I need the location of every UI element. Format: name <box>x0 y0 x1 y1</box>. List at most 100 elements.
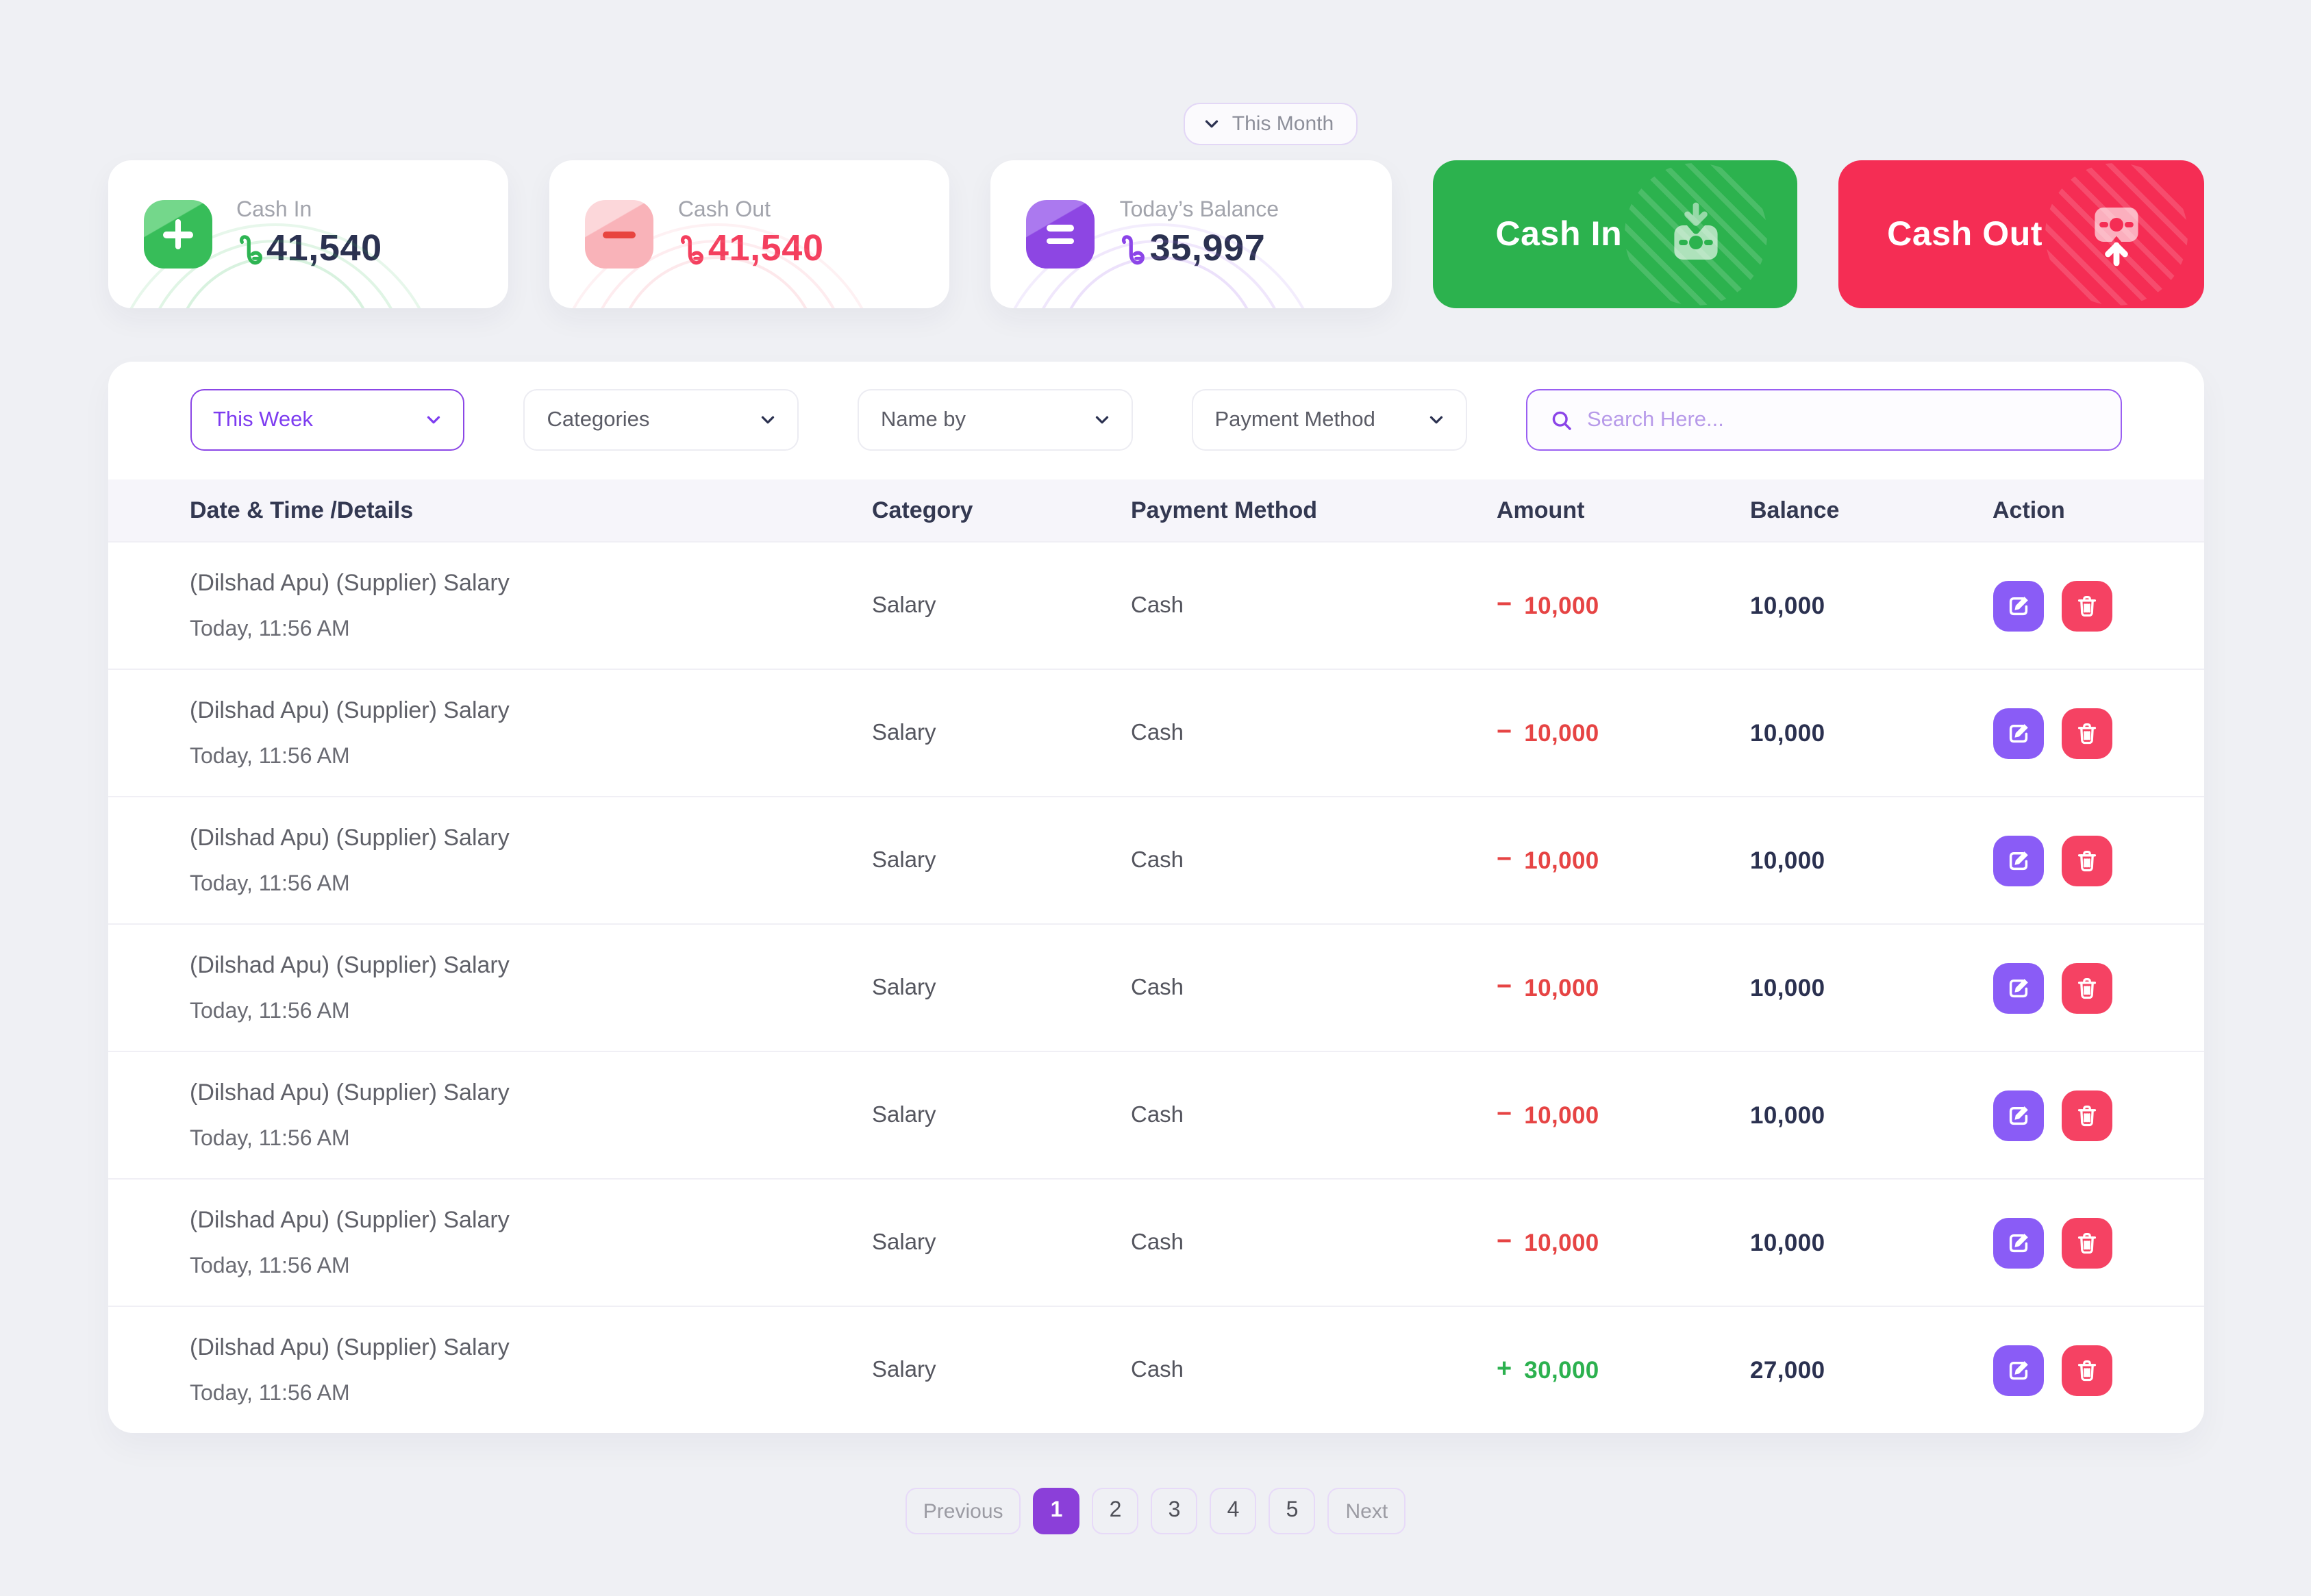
transaction-amount: −10,000 <box>1497 845 1599 874</box>
pencil-square-icon <box>2003 846 2032 875</box>
trash-icon <box>2072 846 2101 875</box>
header-category: Category <box>872 497 973 523</box>
transaction-payment: Cash <box>1131 975 1184 999</box>
cash-in-button[interactable]: Cash In <box>1432 160 1798 308</box>
pagination-previous[interactable]: Previous <box>905 1488 1021 1534</box>
transaction-amount: −10,000 <box>1497 718 1599 747</box>
transaction-balance: 27,000 <box>1750 1356 1825 1383</box>
pagination-next[interactable]: Next <box>1327 1488 1406 1534</box>
header-details: Date & Time /Details <box>190 497 414 523</box>
pencil-square-icon <box>2003 973 2032 1002</box>
transaction-amount: −10,000 <box>1497 590 1599 619</box>
trash-icon <box>2072 591 2101 620</box>
transaction-payment: Cash <box>1131 1357 1184 1382</box>
pagination-page-1[interactable]: 1 <box>1033 1488 1080 1534</box>
cash-out-summary-card: Cash Out 41,540 <box>549 160 950 308</box>
transaction-category: Salary <box>872 847 936 872</box>
cash-in-label: Cash In <box>236 199 312 222</box>
delete-button[interactable] <box>2061 1345 2112 1395</box>
edit-button[interactable] <box>1993 708 2043 758</box>
chevron-down-icon <box>758 410 778 430</box>
cash-in-summary-card: Cash In 41,540 <box>108 160 508 308</box>
table-row: (Dilshad Apu) (Supplier) Salary Today, 1… <box>108 1178 2203 1306</box>
edit-button[interactable] <box>1993 1345 2043 1395</box>
transaction-payment: Cash <box>1131 593 1184 617</box>
pencil-square-icon <box>2003 1101 2032 1130</box>
transaction-balance: 10,000 <box>1750 719 1825 746</box>
search-box[interactable] <box>1525 389 2122 451</box>
wallet-arrow-down-icon <box>1625 163 1768 306</box>
plus-icon <box>143 200 212 269</box>
wallet-arrow-up-icon <box>2045 163 2188 306</box>
todays-balance-label: Today’s Balance <box>1119 199 1279 222</box>
transaction-category: Salary <box>872 1230 936 1254</box>
cash-out-label: Cash Out <box>677 199 771 222</box>
payment-method-dropdown[interactable]: Payment Method <box>1191 389 1466 451</box>
chevron-down-icon <box>1425 410 1446 430</box>
transaction-balance: 10,000 <box>1750 1228 1825 1256</box>
table-row: (Dilshad Apu) (Supplier) Salary Today, 1… <box>108 796 2203 923</box>
table-row: (Dilshad Apu) (Supplier) Salary Today, 1… <box>108 923 2203 1051</box>
delete-button[interactable] <box>2061 580 2112 631</box>
transaction-details: (Dilshad Apu) (Supplier) Salary <box>190 1079 510 1105</box>
transaction-category: Salary <box>872 720 936 745</box>
transaction-datetime: Today, 11:56 AM <box>190 1382 350 1405</box>
transaction-balance: 10,000 <box>1750 591 1825 619</box>
edit-button[interactable] <box>1993 1090 2043 1140</box>
delete-button[interactable] <box>2061 1090 2112 1140</box>
transaction-datetime: Today, 11:56 AM <box>190 745 350 768</box>
table-header: Date & Time /Details Category Payment Me… <box>108 479 2203 541</box>
cash-out-button[interactable]: Cash Out <box>1838 160 2204 308</box>
pagination-page-5[interactable]: 5 <box>1269 1488 1316 1534</box>
delete-button[interactable] <box>2061 962 2112 1013</box>
pagination-page-4[interactable]: 4 <box>1210 1488 1257 1534</box>
name-by-dropdown[interactable]: Name by <box>858 389 1133 451</box>
transaction-balance: 10,000 <box>1750 973 1825 1001</box>
pencil-square-icon <box>2003 1356 2032 1384</box>
transaction-amount: −10,000 <box>1497 1100 1599 1129</box>
chevron-down-icon <box>424 410 445 430</box>
pencil-square-icon <box>2003 719 2032 747</box>
table-row: (Dilshad Apu) (Supplier) Salary Today, 1… <box>108 1051 2203 1178</box>
trash-icon <box>2072 1228 2101 1257</box>
delete-button[interactable] <box>2061 708 2112 758</box>
edit-button[interactable] <box>1993 962 2043 1013</box>
transaction-amount: −10,000 <box>1497 973 1599 1001</box>
trash-icon <box>2072 1356 2101 1384</box>
edit-button[interactable] <box>1993 835 2043 886</box>
delete-button[interactable] <box>2061 835 2112 886</box>
transaction-details: (Dilshad Apu) (Supplier) Salary <box>190 697 510 723</box>
edit-button[interactable] <box>1993 580 2043 631</box>
period-dropdown[interactable]: This Month <box>1184 103 1358 145</box>
transaction-category: Salary <box>872 1357 936 1382</box>
transaction-details: (Dilshad Apu) (Supplier) Salary <box>190 569 510 595</box>
search-input[interactable] <box>1587 408 2099 432</box>
edit-button[interactable] <box>1993 1217 2043 1268</box>
trash-icon <box>2072 1101 2101 1130</box>
trash-icon <box>2072 719 2101 747</box>
transaction-balance: 10,000 <box>1750 1101 1825 1128</box>
header-action: Action <box>1993 497 2065 523</box>
pagination-page-3[interactable]: 3 <box>1151 1488 1198 1534</box>
transaction-datetime: Today, 11:56 AM <box>190 872 350 895</box>
minus-icon <box>584 200 653 269</box>
transaction-datetime: Today, 11:56 AM <box>190 1127 350 1150</box>
delete-button[interactable] <box>2061 1217 2112 1268</box>
chevron-down-icon <box>1092 410 1112 430</box>
header-amount: Amount <box>1497 497 1585 523</box>
header-payment-method: Payment Method <box>1131 497 1318 523</box>
transaction-payment: Cash <box>1131 1102 1184 1127</box>
categories-dropdown[interactable]: Categories <box>523 389 799 451</box>
table-row: (Dilshad Apu) (Supplier) Salary Today, 1… <box>108 541 2203 669</box>
table-row: (Dilshad Apu) (Supplier) Salary Today, 1… <box>108 1306 2203 1433</box>
equals-icon <box>1026 200 1095 269</box>
search-icon <box>1549 408 1573 432</box>
transactions-panel: This Week Categories Name by Payment Met… <box>108 362 2203 1433</box>
transaction-payment: Cash <box>1131 1230 1184 1254</box>
pagination-page-2[interactable]: 2 <box>1092 1488 1139 1534</box>
pencil-square-icon <box>2003 591 2032 620</box>
time-range-dropdown[interactable]: This Week <box>190 389 465 451</box>
todays-balance-summary-card: Today’s Balance 35,997 <box>990 160 1392 308</box>
trash-icon <box>2072 973 2101 1002</box>
